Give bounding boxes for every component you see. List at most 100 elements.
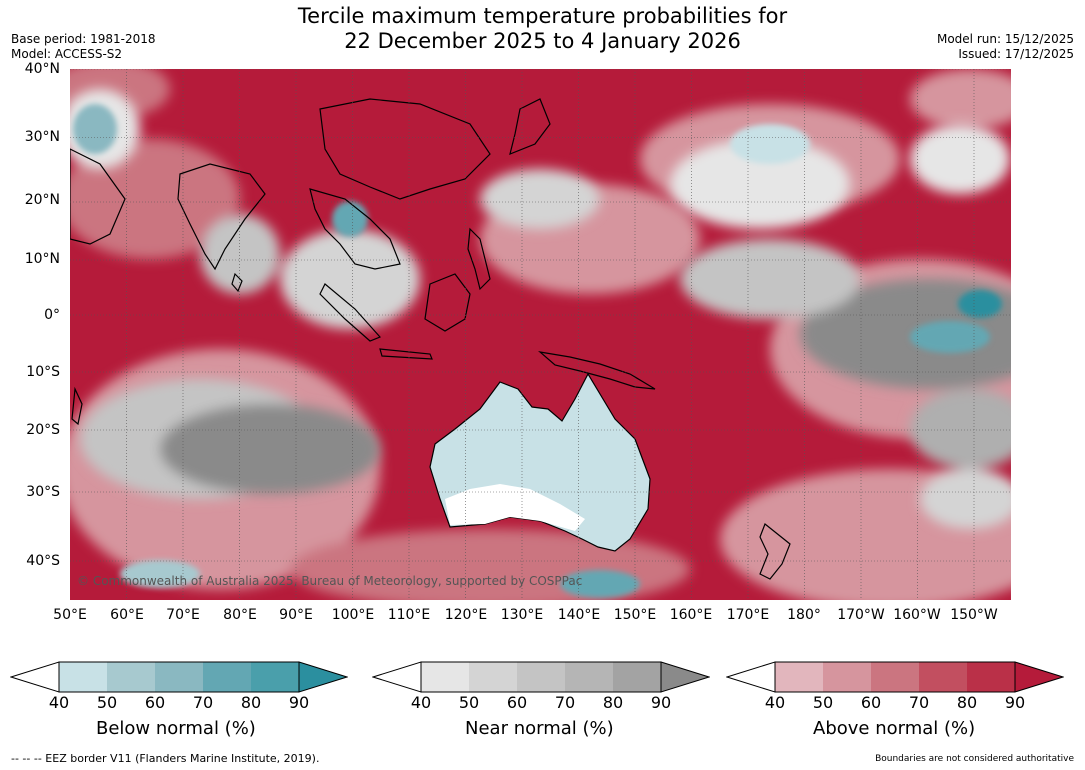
above-tick: 40 <box>764 693 786 712</box>
lon-label: 140°E <box>557 607 601 623</box>
below-normal-regions <box>73 104 1002 598</box>
near-swatch-50 <box>469 662 517 692</box>
above-tick: 50 <box>812 693 834 712</box>
below-swatch-lowest <box>9 661 60 693</box>
above-tick: 90 <box>1004 693 1026 712</box>
lon-label: 160°E <box>669 607 713 623</box>
java-outline <box>379 348 433 360</box>
lat-label: 30°S <box>26 484 60 500</box>
near-normal-label: Near normal (%) <box>465 718 614 739</box>
above-colorbar-swatches <box>725 661 1065 693</box>
sri-lanka-outline <box>231 272 243 293</box>
madagascar-outline <box>71 386 83 426</box>
lon-label: 90°E <box>279 607 313 623</box>
above-tick: 70 <box>908 693 930 712</box>
near-colorbar-swatches <box>371 661 711 693</box>
near-tick: 70 <box>554 693 576 712</box>
above-swatch-50 <box>823 662 871 692</box>
below-swatch-highest <box>298 661 349 693</box>
copyright-notice: © Commonwealth of Australia 2025, Bureau… <box>77 574 583 588</box>
lon-label: 150°E <box>613 607 657 623</box>
below-swatch-50 <box>107 662 155 692</box>
below-tick: 90 <box>288 693 310 712</box>
below-swatch-40 <box>59 662 107 692</box>
near-tick: 60 <box>506 693 528 712</box>
lon-label: 130°E <box>500 607 544 623</box>
boundaries-disclaimer: Boundaries are not considered authoritat… <box>875 754 1074 764</box>
model-info: Base period: 1981-2018 Model: ACCESS-S2 <box>11 32 156 62</box>
below-tick: 50 <box>96 693 118 712</box>
title-line-2: 22 December 2025 to 4 January 2026 <box>344 29 741 53</box>
lat-label: 10°S <box>26 364 60 380</box>
gridlines <box>70 69 1011 600</box>
below-swatch-80 <box>251 662 299 692</box>
near-swatch-highest <box>660 661 711 693</box>
near-tick: 50 <box>458 693 480 712</box>
below-tick: 70 <box>192 693 214 712</box>
china-coast-outline <box>319 98 491 200</box>
above-swatch-80 <box>967 662 1015 692</box>
below-swatch-60 <box>155 662 203 692</box>
lon-label: 150°W <box>950 607 998 623</box>
base-period: Base period: 1981-2018 <box>11 32 156 46</box>
lat-label: 0° <box>44 307 60 323</box>
above-normal-label: Above normal (%) <box>813 718 976 739</box>
below-tick: 80 <box>240 693 262 712</box>
below-swatch-70 <box>203 662 251 692</box>
below-normal-colorbar: 40 50 60 70 80 90 Below normal (%) <box>9 660 349 739</box>
probability-map <box>70 69 1011 600</box>
above-swatch-40 <box>775 662 823 692</box>
lon-label: 170°W <box>837 607 885 623</box>
near-tick: 80 <box>602 693 624 712</box>
below-colorbar-swatches <box>9 661 349 693</box>
eez-border-note: -- -- -- EEZ border V11 (Flanders Marine… <box>11 752 320 765</box>
australia-dry-interior <box>445 484 585 531</box>
title-line-1: Tercile maximum temperature probabilitie… <box>297 4 788 28</box>
near-tick: 40 <box>410 693 432 712</box>
near-swatch-lowest <box>371 661 422 693</box>
map-fields <box>70 69 1011 600</box>
near-tick: 90 <box>650 693 672 712</box>
land-outlines <box>70 98 791 580</box>
near-swatch-80 <box>613 662 661 692</box>
lat-label: 40°N <box>24 61 60 77</box>
lon-label: 110°E <box>387 607 431 623</box>
issued-date: Issued: 17/12/2025 <box>958 47 1074 61</box>
lat-label: 40°S <box>26 553 60 569</box>
new-zealand-outline <box>759 523 791 580</box>
new-guinea-outline <box>537 351 656 390</box>
run-info: Model run: 15/12/2025 Issued: 17/12/2025 <box>937 32 1074 62</box>
lon-label: 50°E <box>53 607 87 623</box>
philippines-outline <box>467 227 491 291</box>
southeast-asia-outline <box>309 188 401 270</box>
sumatra-outline <box>319 283 382 342</box>
above-swatch-70 <box>919 662 967 692</box>
model-run: Model run: 15/12/2025 <box>936 32 1074 46</box>
lon-label: 80°E <box>223 607 257 623</box>
above-tick: 60 <box>860 693 882 712</box>
arabia-outline <box>70 148 126 245</box>
lat-label: 20°S <box>26 422 60 438</box>
below-normal-label: Below normal (%) <box>96 718 256 739</box>
lat-label: 10°N <box>24 251 60 267</box>
lon-label: 100°E <box>331 607 375 623</box>
lon-label: 180° <box>787 607 821 623</box>
lat-label: 30°N <box>24 129 60 145</box>
model-name: Model: ACCESS-S2 <box>11 47 123 61</box>
near-swatch-70 <box>565 662 613 692</box>
lon-label: 120°E <box>444 607 488 623</box>
borneo-outline <box>424 273 471 332</box>
chart-title: Tercile maximum temperature probabilitie… <box>0 4 1085 54</box>
below-tick: 60 <box>144 693 166 712</box>
lon-label: 70°E <box>166 607 200 623</box>
lon-label: 170°E <box>726 607 770 623</box>
near-normal-regions <box>70 89 1011 529</box>
above-swatch-lowest <box>725 661 776 693</box>
above-tick: 80 <box>956 693 978 712</box>
near-swatch-60 <box>517 662 565 692</box>
above-normal-colorbar: 40 50 60 70 80 90 Above normal (%) <box>725 660 1065 739</box>
near-normal-colorbar: 40 50 60 70 80 90 Near normal (%) <box>371 660 711 739</box>
japan-outline <box>509 98 551 155</box>
below-tick: 40 <box>48 693 70 712</box>
lon-label: 60°E <box>110 607 144 623</box>
